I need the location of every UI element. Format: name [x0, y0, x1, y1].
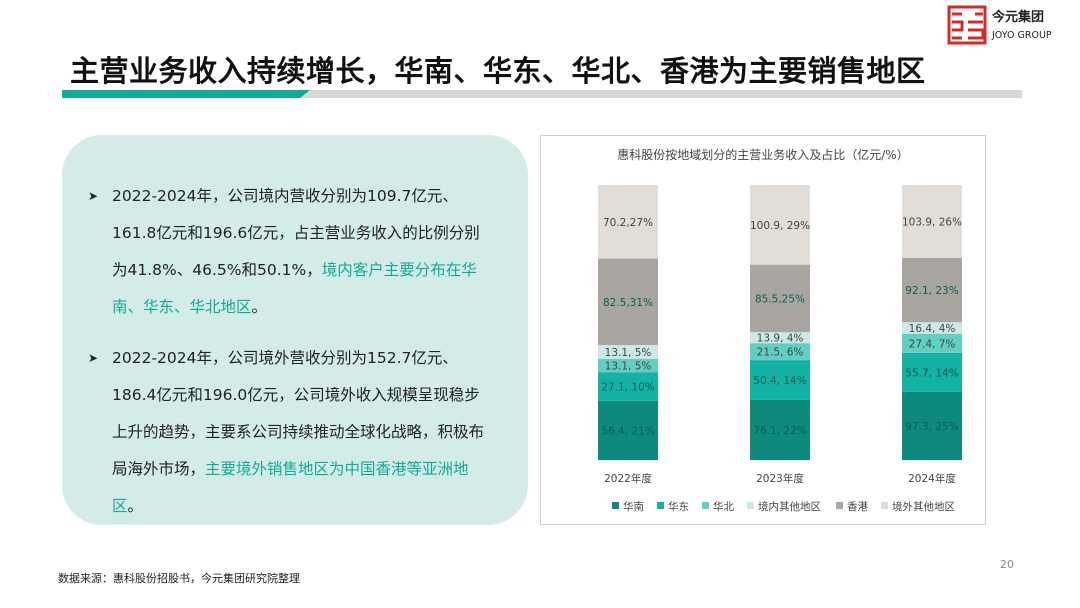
data-label: 21.5, 6% [757, 347, 804, 359]
bar-segment [598, 258, 658, 346]
bar-segment [598, 400, 658, 460]
data-label: 16.4, 4% [909, 323, 956, 335]
legend-label: 华北 [713, 500, 734, 513]
x-tick-label: 2023年度 [756, 472, 804, 485]
bar-segment [750, 185, 810, 265]
bar-segment [750, 264, 810, 333]
x-tick-label: 2022年度 [604, 472, 652, 485]
bar-segment [750, 399, 810, 460]
legend-swatch [612, 502, 619, 509]
legend-swatch [881, 502, 888, 509]
bar-segment [902, 257, 962, 323]
slide-title: 主营业务收入持续增长，华南、华东、华北、香港为主要销售地区 [70, 54, 926, 88]
bar-segment [902, 391, 962, 460]
bar-segment [750, 332, 810, 344]
text-panel [62, 135, 528, 525]
chart-title: 惠科股份按地域划分的主营业务收入及占比（亿元/%） [617, 147, 908, 162]
data-label: 97.3, 25% [905, 421, 958, 433]
data-label: 27.1, 10% [601, 382, 654, 394]
bar-segment [902, 185, 962, 258]
x-tick-label: 2024年度 [908, 472, 956, 485]
legend-swatch [836, 502, 843, 509]
bullet-text: 。 [127, 497, 144, 515]
bullet-text: 2022-2024年，公司境外营收分别为152.7亿元、186.4亿元和196.… [112, 349, 485, 478]
bar-segment [750, 360, 810, 400]
page-number: 20 [1000, 558, 1014, 571]
bar-segment [902, 333, 962, 353]
header-decor: 今元集团 JOYO GROUP [62, 5, 1052, 98]
title-accent [62, 90, 310, 98]
bar-segment [902, 322, 962, 334]
legend-label: 华东 [668, 500, 689, 513]
data-label: 13.9, 4% [757, 333, 804, 345]
data-label: 85.5,25% [755, 293, 805, 305]
legend-swatch [702, 502, 709, 509]
logo-icon [947, 5, 987, 45]
data-label: 27.4, 7% [909, 338, 956, 350]
data-label: 100.9, 29% [750, 220, 810, 232]
source-note: 数据来源：惠科股份招股书，今元集团研究院整理 [58, 572, 300, 585]
bar-segment [750, 343, 810, 361]
data-label: 70.2,27% [603, 217, 653, 229]
bar-segment [598, 358, 658, 373]
bullet-text: 。 [251, 298, 268, 316]
title-bar [62, 90, 1022, 98]
legend-swatch [747, 502, 754, 509]
legend-swatch [657, 502, 664, 509]
bullet-marker: ➤ [88, 189, 99, 203]
bar-segment [598, 345, 658, 359]
bar-segment [902, 352, 962, 392]
logo-name: 今元集团 [991, 9, 1044, 25]
highlight-text: 境内客户主要分布在华南、华东、华北地区 [112, 261, 477, 316]
bar-segment [598, 185, 658, 259]
bullet: ➤ 2022-2024年，公司境外营收分别为152.7亿元、186.4亿元和196… [88, 340, 493, 525]
legend-label: 香港 [847, 501, 868, 513]
legend-label: 境内其他地区 [758, 500, 821, 513]
logo-sub: JOYO GROUP [991, 30, 1052, 41]
chart: 惠科股份按地域划分的主营业务收入及占比（亿元/%） 56.4, 21% 27.1,… [598, 147, 962, 513]
legend-label: 境外其他地区 [892, 500, 955, 513]
data-label: 103.9, 26% [902, 216, 962, 228]
data-label: 82.5,31% [603, 297, 653, 309]
bar-segment [598, 372, 658, 401]
data-label: 76.1, 22% [753, 425, 806, 437]
bullet-marker: ➤ [88, 351, 99, 365]
bullet: ➤ 2022-2024年，公司境内营收分别为109.7亿元、161.8亿元和196… [88, 178, 493, 326]
highlight-text: 主要境外销售地区为中国香港等亚洲地区 [112, 460, 469, 515]
data-label: 50.4, 14% [753, 375, 806, 387]
bullet-text: 2022-2024年，公司境内营收分别为109.7亿元、161.8亿元和196.… [112, 187, 480, 279]
data-label: 55.7, 14% [905, 367, 958, 379]
data-label: 92.1, 23% [905, 285, 958, 297]
data-label: 13.1, 5% [605, 347, 652, 359]
legend-label: 华南 [623, 500, 644, 513]
data-label: 56.4, 21% [601, 425, 654, 437]
data-label: 13.1, 5% [605, 361, 652, 373]
